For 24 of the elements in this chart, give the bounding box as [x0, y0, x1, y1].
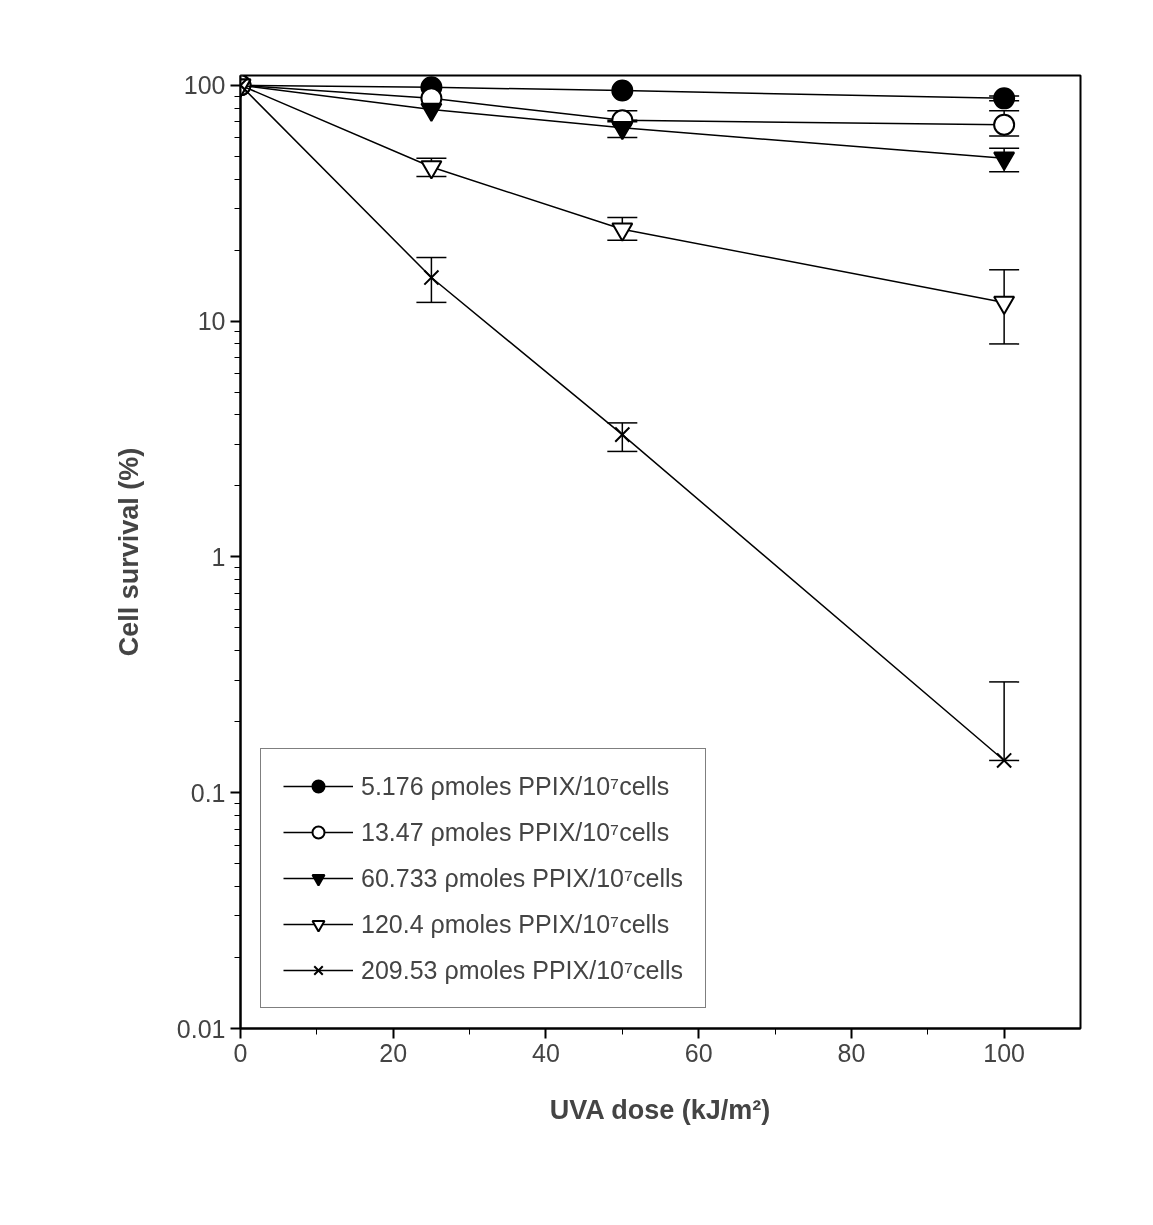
x-tick-label: 20 [379, 1038, 408, 1067]
legend-label: 13.47 ρmoles PPIX/10⁷cells [361, 817, 670, 847]
legend-label: 120.4 ρmoles PPIX/10⁷cells [361, 909, 670, 939]
x-tick-label: 0 [233, 1038, 248, 1067]
point [614, 426, 631, 443]
y-tick-label: 100 [183, 71, 226, 100]
x-tick-label: 60 [684, 1038, 713, 1067]
y-tick-label: 0.1 [190, 778, 226, 807]
point [993, 87, 1016, 110]
point [423, 269, 440, 286]
y-axis-title: Cell survival (%) [113, 447, 144, 657]
y-tick-label: 10 [197, 307, 226, 336]
x-tick-label: 100 [983, 1038, 1025, 1067]
point [993, 113, 1016, 136]
point [996, 752, 1013, 769]
x-tick-label: 40 [532, 1038, 560, 1067]
y-tick-label: 1 [211, 542, 226, 571]
y-tick-label: 0.01 [176, 1014, 226, 1043]
legend-label: 209.53 ρmoles PPIX/10⁷cells [361, 955, 684, 985]
x-tick-label: 80 [837, 1038, 866, 1067]
legend-label: 5.176 ρmoles PPIX/10⁷cells [361, 771, 670, 801]
legend-label: 60.733 ρmoles PPIX/10⁷cells [361, 863, 684, 893]
x-axis-title: UVA dose (kJ/m²) [549, 1094, 771, 1125]
point [611, 79, 634, 102]
